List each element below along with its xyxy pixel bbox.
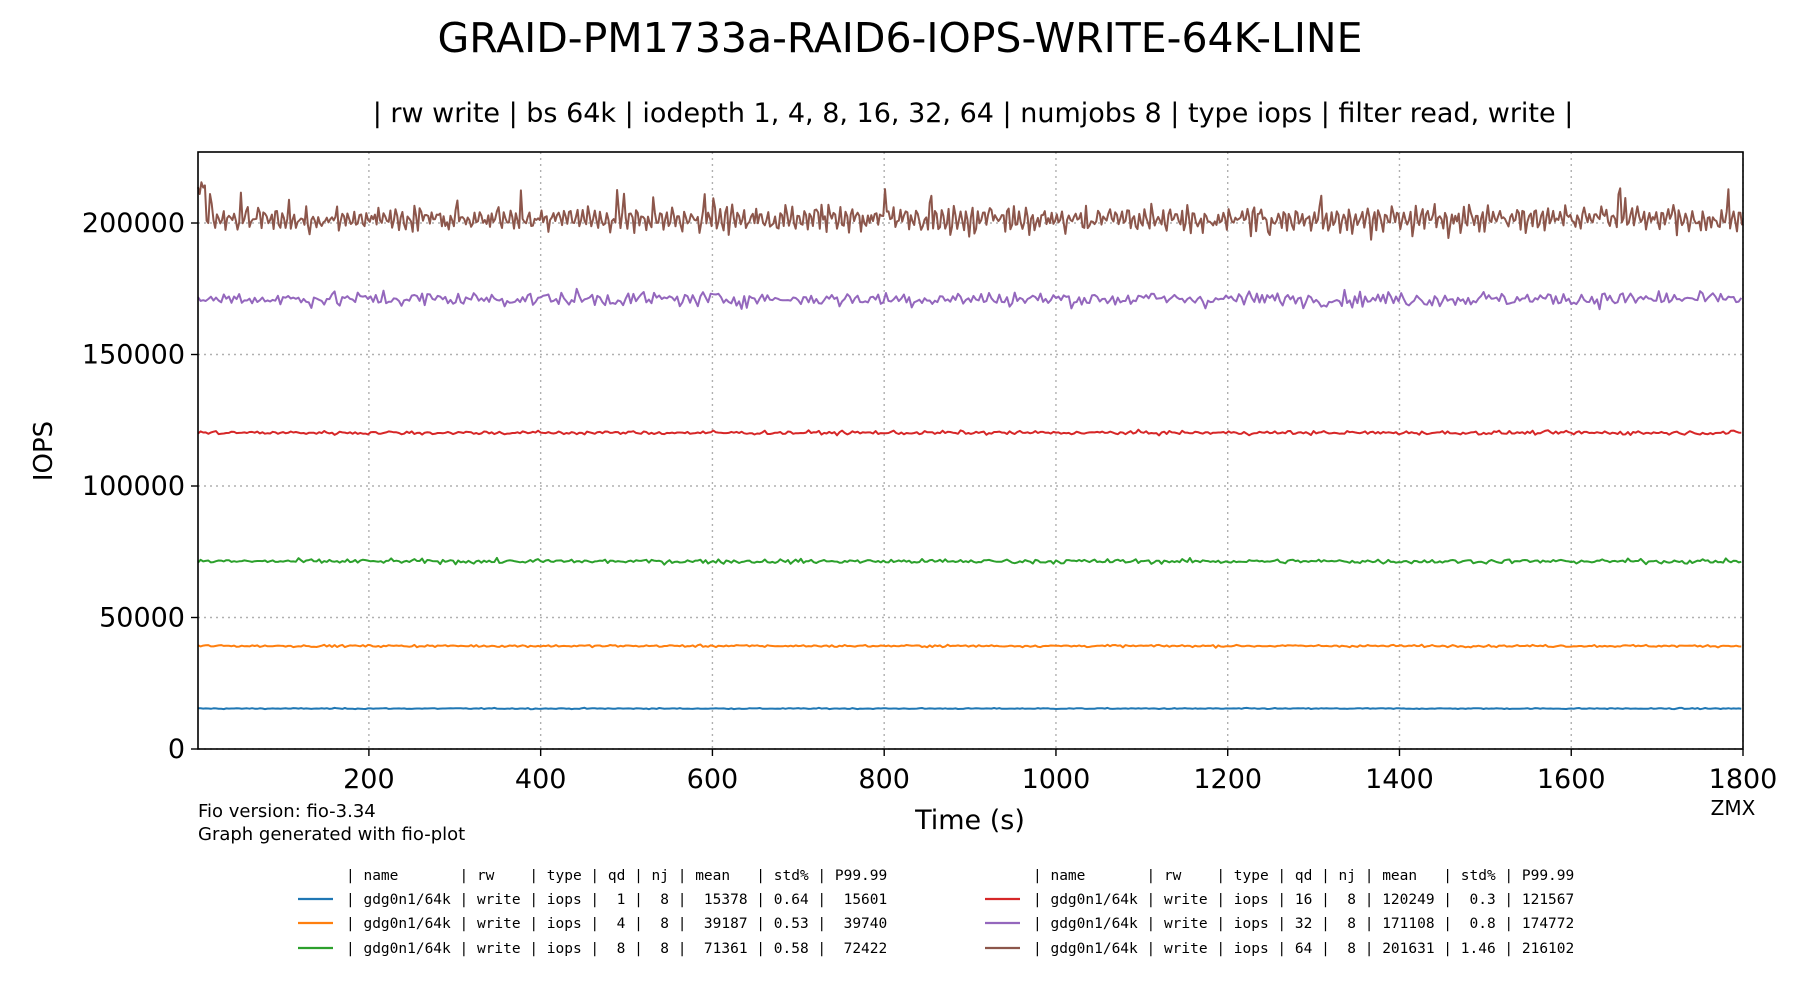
author-note: ZMX bbox=[1711, 796, 1756, 820]
legend-entry: | gdg0n1/64k | write | iops | 32 | 8 | 1… bbox=[1033, 916, 1574, 932]
series-line-qd1 bbox=[197, 706, 1742, 711]
y-tick-label: 0 bbox=[168, 734, 185, 765]
grid bbox=[198, 152, 1744, 750]
legend-entry: | gdg0n1/64k | write | iops | 8 | 8 | 71… bbox=[346, 941, 887, 957]
chart-title: GRAID-PM1733a-RAID6-IOPS-WRITE-64K-LINE bbox=[437, 14, 1362, 62]
legend-entry: | gdg0n1/64k | write | iops | 4 | 8 | 39… bbox=[346, 916, 887, 932]
y-tick-label: 200000 bbox=[82, 208, 185, 239]
series-line-qd64 bbox=[197, 181, 1744, 241]
x-tick-label: 400 bbox=[515, 764, 567, 795]
legend-header: | name | rw | type | qd | nj | mean | st… bbox=[346, 868, 887, 884]
series-lines bbox=[197, 181, 1744, 711]
x-axis-label: Time (s) bbox=[914, 805, 1025, 836]
x-tick-label: 200 bbox=[343, 764, 395, 795]
legend-entry: | gdg0n1/64k | write | iops | 1 | 8 | 15… bbox=[346, 892, 887, 908]
y-axis-label: IOPS bbox=[29, 421, 59, 481]
generator-note: Graph generated with fio-plot bbox=[198, 824, 465, 845]
x-tick-label: 1400 bbox=[1365, 764, 1434, 795]
chart-subtitle: | rw write | bs 64k | iodepth 1, 4, 8, 1… bbox=[373, 98, 1574, 129]
series-line-qd8 bbox=[197, 556, 1742, 566]
legend-entry: | gdg0n1/64k | write | iops | 64 | 8 | 2… bbox=[1033, 941, 1574, 957]
x-tick-label: 1800 bbox=[1709, 764, 1778, 795]
x-tick-label: 600 bbox=[687, 764, 739, 795]
x-tick-label: 1000 bbox=[1022, 764, 1091, 795]
legend-entry: | gdg0n1/64k | write | iops | 16 | 8 | 1… bbox=[1033, 892, 1574, 908]
series-line-qd4 bbox=[197, 643, 1742, 649]
plot-frame bbox=[197, 151, 1744, 750]
x-tick-label: 1600 bbox=[1537, 764, 1606, 795]
y-tick-label: 100000 bbox=[82, 471, 185, 502]
y-tick-label: 50000 bbox=[99, 603, 185, 634]
legend-header: | name | rw | type | qd | nj | mean | st… bbox=[1033, 868, 1574, 884]
x-tick-label: 1200 bbox=[1193, 764, 1262, 795]
legend: | name | rw | type | qd | nj | mean | st… bbox=[298, 868, 1574, 957]
fio-version-note: Fio version: fio-3.34 bbox=[198, 801, 376, 822]
series-line-qd32 bbox=[197, 287, 1743, 311]
x-tick-label: 800 bbox=[858, 764, 910, 795]
y-tick-label: 150000 bbox=[82, 340, 185, 371]
series-line-qd16 bbox=[197, 428, 1742, 437]
axis-ticks: 200 400 600 800 1000 1200 1400 1600 1800 0 50000 10… bbox=[82, 208, 1777, 795]
